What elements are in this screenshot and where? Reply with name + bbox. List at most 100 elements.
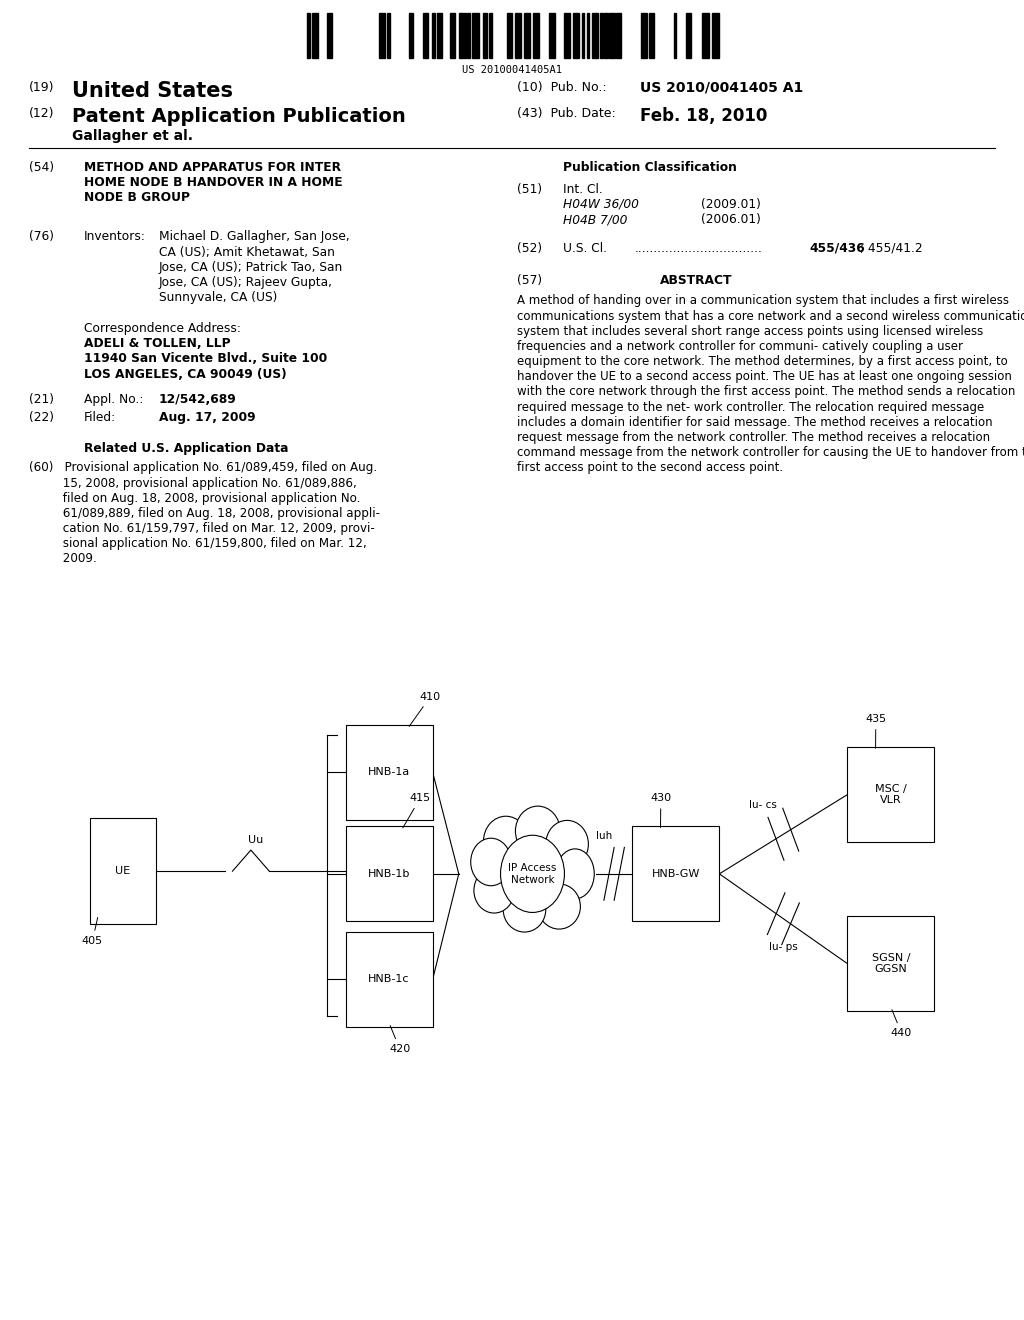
Text: LOS ANGELES, CA 90049 (US): LOS ANGELES, CA 90049 (US): [84, 367, 287, 380]
Text: HNB-1b: HNB-1b: [368, 869, 411, 879]
Text: communications system that has a core network and a second wireless communicatio: communications system that has a core ne…: [517, 309, 1024, 322]
Text: 12/542,689: 12/542,689: [159, 393, 237, 407]
Text: (21): (21): [29, 393, 53, 407]
Text: 15, 2008, provisional application No. 61/089,886,: 15, 2008, provisional application No. 61…: [29, 477, 356, 490]
Text: Uu: Uu: [249, 834, 263, 845]
Text: 455/436: 455/436: [809, 242, 864, 255]
Bar: [573, 13, 579, 58]
Text: 410: 410: [410, 692, 441, 726]
Bar: [641, 13, 647, 58]
Text: Iu- cs: Iu- cs: [749, 800, 777, 810]
Ellipse shape: [538, 884, 581, 929]
Text: (52): (52): [517, 242, 543, 255]
Bar: [587, 13, 589, 58]
Bar: [583, 13, 585, 58]
Bar: [701, 13, 709, 58]
Text: 61/089,889, filed on Aug. 18, 2008, provisional appli-: 61/089,889, filed on Aug. 18, 2008, prov…: [29, 507, 380, 520]
Text: equipment to the core network. The method determines, by a first access point, t: equipment to the core network. The metho…: [517, 355, 1008, 368]
Text: (76): (76): [29, 230, 53, 243]
Text: 415: 415: [402, 793, 431, 828]
Bar: [712, 13, 719, 58]
Text: Iu- ps: Iu- ps: [769, 942, 798, 953]
Text: United States: United States: [72, 81, 232, 100]
Text: Jose, CA (US); Patrick Tao, San: Jose, CA (US); Patrick Tao, San: [159, 261, 343, 273]
Bar: [674, 13, 677, 58]
Text: Patent Application Publication: Patent Application Publication: [72, 107, 406, 125]
Ellipse shape: [501, 836, 564, 912]
Text: Michael D. Gallagher, San Jose,: Michael D. Gallagher, San Jose,: [159, 230, 349, 243]
Bar: [549, 13, 555, 58]
Text: 420: 420: [389, 1026, 411, 1055]
Text: Filed:: Filed:: [84, 411, 116, 424]
Text: HNB-1a: HNB-1a: [368, 767, 411, 777]
Ellipse shape: [515, 807, 560, 855]
Text: handover the UE to a second access point. The UE has at least one ongoing sessio: handover the UE to a second access point…: [517, 370, 1012, 383]
Bar: [564, 13, 570, 58]
Bar: [633, 826, 719, 921]
Text: (54): (54): [29, 161, 54, 174]
Bar: [482, 13, 487, 58]
Text: U.S. Cl.: U.S. Cl.: [563, 242, 607, 255]
Text: SGSN /
GGSN: SGSN / GGSN: [871, 953, 910, 974]
Text: H04B 7/00: H04B 7/00: [563, 213, 628, 226]
Text: (43)  Pub. Date:: (43) Pub. Date:: [517, 107, 615, 120]
Text: Sunnyvale, CA (US): Sunnyvale, CA (US): [159, 290, 278, 304]
Text: first access point to the second access point.: first access point to the second access …: [517, 461, 783, 474]
Text: (12): (12): [29, 107, 54, 120]
Bar: [686, 13, 691, 58]
Bar: [600, 13, 603, 58]
Bar: [387, 13, 390, 58]
Text: 2009.: 2009.: [29, 552, 96, 565]
Bar: [515, 13, 521, 58]
Bar: [346, 932, 433, 1027]
Text: required message to the net- work controller. The relocation required message: required message to the net- work contro…: [517, 400, 984, 413]
Text: (22): (22): [29, 411, 53, 424]
Text: ABSTRACT: ABSTRACT: [660, 273, 732, 286]
Text: Feb. 18, 2010: Feb. 18, 2010: [640, 107, 767, 125]
Text: NODE B GROUP: NODE B GROUP: [84, 191, 190, 205]
Bar: [327, 13, 332, 58]
Bar: [488, 13, 493, 58]
Bar: [450, 13, 456, 58]
Bar: [437, 13, 441, 58]
Text: UE: UE: [116, 866, 130, 876]
Text: CA (US); Amit Khetawat, San: CA (US); Amit Khetawat, San: [159, 246, 335, 259]
Text: cation No. 61/159,797, filed on Mar. 12, 2009, provi-: cation No. 61/159,797, filed on Mar. 12,…: [29, 521, 375, 535]
Text: request message from the network controller. The method receives a relocation: request message from the network control…: [517, 430, 990, 444]
Text: US 2010/0041405 A1: US 2010/0041405 A1: [640, 81, 803, 95]
Text: (2009.01): (2009.01): [701, 198, 761, 211]
Bar: [346, 725, 433, 820]
Text: ; 455/41.2: ; 455/41.2: [860, 242, 923, 255]
Bar: [459, 13, 466, 58]
Bar: [507, 13, 512, 58]
Bar: [467, 13, 470, 58]
Text: Related U.S. Application Data: Related U.S. Application Data: [84, 442, 289, 455]
Text: includes a domain identifier for said message. The method receives a relocation: includes a domain identifier for said me…: [517, 416, 992, 429]
Bar: [423, 13, 428, 58]
Ellipse shape: [483, 816, 528, 866]
Bar: [432, 13, 435, 58]
Bar: [523, 13, 529, 58]
Text: ADELI & TOLLEN, LLP: ADELI & TOLLEN, LLP: [84, 337, 230, 350]
Bar: [379, 13, 385, 58]
Text: (51): (51): [517, 182, 543, 195]
Bar: [472, 13, 479, 58]
Text: 405: 405: [82, 917, 103, 946]
Text: .................................: .................................: [635, 242, 763, 255]
Text: Aug. 17, 2009: Aug. 17, 2009: [159, 411, 255, 424]
Text: (2006.01): (2006.01): [701, 213, 761, 226]
Bar: [616, 13, 622, 58]
Ellipse shape: [546, 820, 589, 869]
Bar: [90, 818, 156, 924]
Text: frequencies and a network controller for communi- catively coupling a user: frequencies and a network controller for…: [517, 339, 964, 352]
Text: Int. Cl.: Int. Cl.: [563, 182, 603, 195]
Text: 435: 435: [865, 714, 887, 748]
Bar: [648, 13, 654, 58]
Text: Correspondence Address:: Correspondence Address:: [84, 322, 241, 335]
Text: Iuh: Iuh: [596, 830, 612, 841]
Text: Inventors:: Inventors:: [84, 230, 145, 243]
Text: filed on Aug. 18, 2008, provisional application No.: filed on Aug. 18, 2008, provisional appl…: [29, 491, 360, 504]
Ellipse shape: [474, 869, 514, 913]
Bar: [532, 13, 539, 58]
Text: with the core network through the first access point. The method sends a relocat: with the core network through the first …: [517, 385, 1016, 399]
